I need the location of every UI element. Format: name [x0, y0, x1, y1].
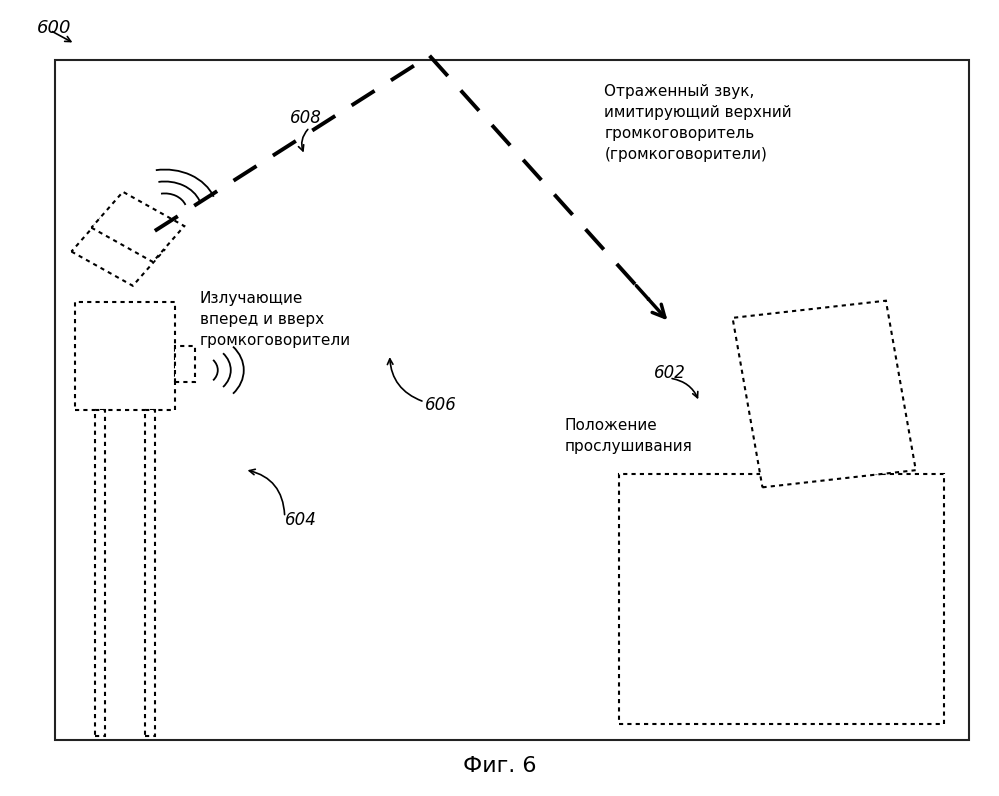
- Polygon shape: [175, 346, 195, 382]
- Text: Отраженный звук,
имитирующий верхний
громкоговоритель
(громкоговорители): Отраженный звук, имитирующий верхний гро…: [604, 84, 792, 162]
- Bar: [55, 60, 969, 740]
- Text: Излучающие
вперед и вверх
громкоговорители: Излучающие вперед и вверх громкоговорите…: [200, 291, 351, 348]
- Polygon shape: [732, 301, 916, 487]
- Polygon shape: [619, 474, 944, 724]
- Polygon shape: [75, 302, 175, 410]
- Text: 602: 602: [654, 364, 686, 382]
- Polygon shape: [95, 410, 105, 736]
- Polygon shape: [145, 410, 155, 736]
- Polygon shape: [72, 216, 164, 286]
- Polygon shape: [92, 192, 184, 262]
- Text: 604: 604: [285, 511, 317, 529]
- Text: 600: 600: [37, 19, 72, 37]
- Text: 606: 606: [425, 396, 457, 414]
- Text: Фиг. 6: Фиг. 6: [463, 756, 536, 776]
- Text: 608: 608: [290, 109, 322, 127]
- Text: Положение
прослушивания: Положение прослушивания: [564, 418, 692, 454]
